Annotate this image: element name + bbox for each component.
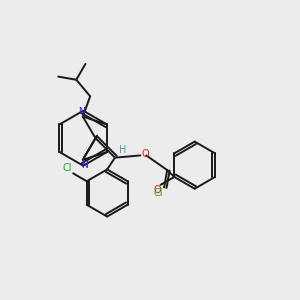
Text: Cl: Cl (62, 164, 72, 173)
Text: Cl: Cl (154, 188, 164, 198)
Text: O: O (153, 185, 161, 195)
Text: N: N (78, 107, 85, 116)
Text: H: H (119, 145, 127, 155)
Text: O: O (142, 149, 149, 159)
Text: N: N (81, 161, 88, 170)
